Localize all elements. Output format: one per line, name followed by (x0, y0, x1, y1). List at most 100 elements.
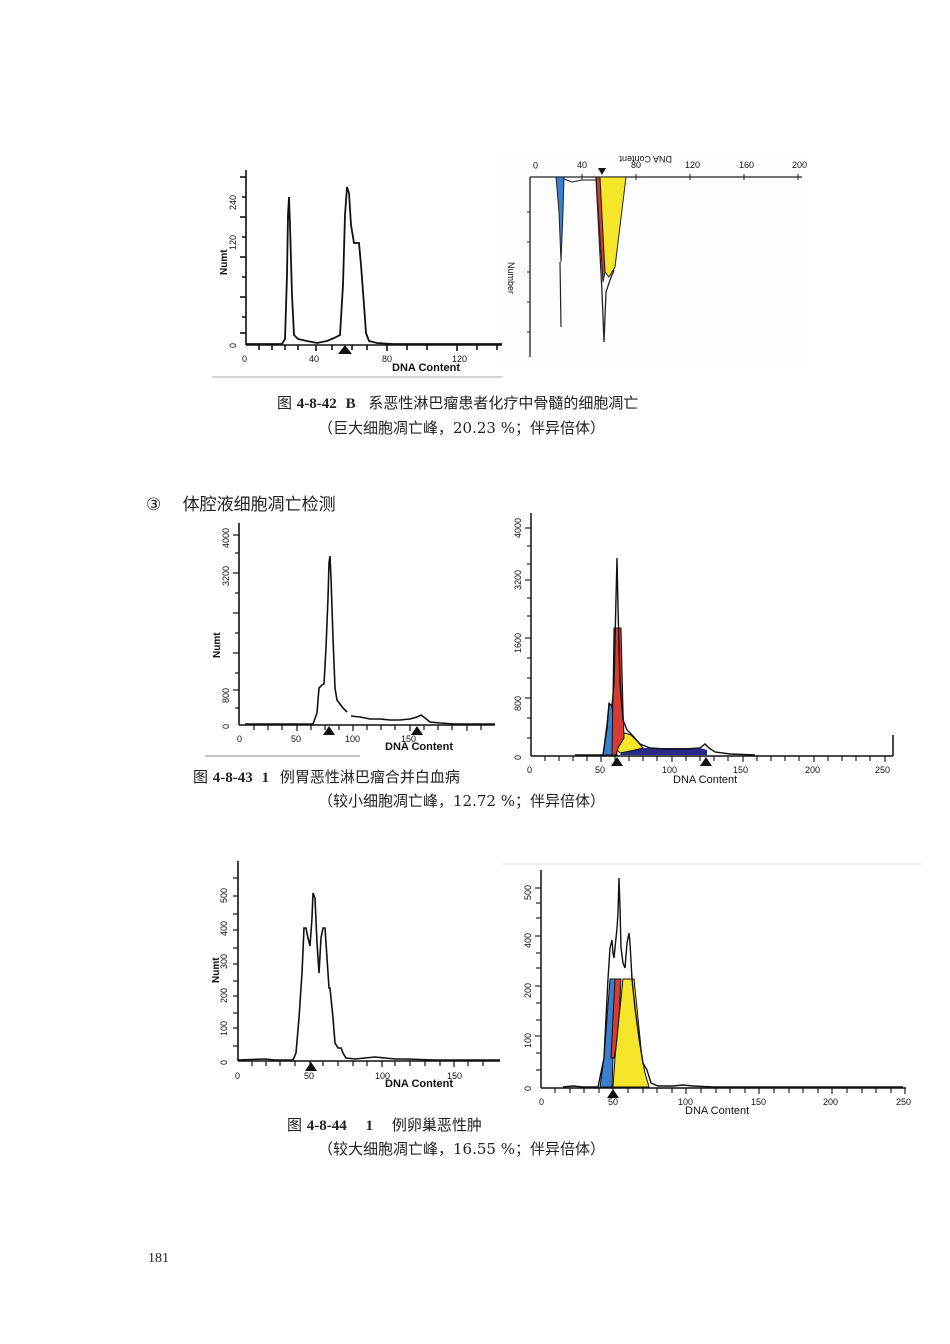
figure-number: 4-8-43 (212, 770, 253, 786)
figure-number: 4-8-42 (296, 396, 337, 412)
series-g2m-fill (620, 748, 707, 755)
x-tick: 200 (823, 1097, 838, 1107)
figure-letter: 1 (261, 770, 270, 786)
x-axis-label: DNA Content (392, 362, 460, 374)
x-axis-label: DNA Content (619, 154, 672, 164)
peak-marker-icon (700, 757, 712, 766)
peak-marker-icon (611, 757, 623, 766)
x-tick: 150 (733, 765, 748, 775)
figure-subcaption: （较小细胞凋亡峰，12.72 %；伴异倍体） (318, 792, 605, 810)
series-aneuploid-fill (599, 176, 627, 278)
x-tick: 50 (304, 1071, 314, 1081)
x-tick: 120 (685, 160, 700, 170)
x-tick: 100 (345, 734, 360, 744)
y-tick: 0 (221, 724, 231, 729)
y-tick: 200 (523, 983, 533, 998)
y-tick: 1600 (513, 633, 523, 653)
x-tick: 0 (237, 734, 242, 744)
y-tick: 500 (219, 888, 229, 903)
series-g0g1-fill (610, 978, 622, 1059)
y-tick: 0 (219, 1060, 229, 1065)
y-tick: 400 (523, 933, 533, 948)
x-tick: 100 (375, 1071, 390, 1081)
x-tick: 160 (739, 160, 754, 170)
figure-subcaption: （较大细胞凋亡峰，16.55 %；伴异倍体） (318, 1140, 605, 1158)
chart-fig44-left: 0 50 100 150 500 400 300 200 100 0 Numt … (211, 861, 500, 1090)
caption-text: 例胃恶性淋巴瘤合并白血病 (279, 768, 460, 786)
x-tick: 80 (631, 160, 641, 170)
x-tick: 200 (805, 765, 820, 775)
peak-marker-icon (411, 726, 423, 735)
y-tick: 4000 (221, 528, 231, 548)
envelope-line (562, 877, 903, 1088)
x-tick: 40 (577, 160, 587, 170)
peak-marker-icon (598, 168, 606, 175)
figure-subcaption: （巨大细胞凋亡峰，20.23 %；伴异倍体） (318, 419, 605, 437)
caption-text: 系恶性淋巴瘤患者化疗中骨髓的细胞凋亡 (368, 394, 639, 412)
y-axis-label: Number (506, 262, 516, 294)
x-axis-label: DNA Content (385, 741, 453, 753)
page-number: 181 (148, 1251, 169, 1266)
peak-marker-icon (305, 1062, 317, 1071)
y-tick: 500 (523, 885, 533, 900)
y-tick: 3200 (221, 566, 231, 586)
histogram-line (246, 186, 502, 345)
y-tick: 0 (513, 755, 523, 760)
peak-marker-icon (607, 1089, 619, 1098)
x-tick: 40 (309, 354, 319, 364)
x-tick: 150 (447, 1071, 462, 1081)
y-tick: 4000 (513, 518, 523, 538)
y-tick: 300 (219, 954, 229, 969)
figure-letter: B (345, 396, 356, 412)
chart-fig42-right: 0 40 80 120 160 200 DNA Content Number (502, 152, 807, 364)
chart-fig42-left: 0 40 80 120 240 120 0 Numt DNA Content (212, 170, 502, 378)
x-tick: 50 (608, 1097, 618, 1107)
peak-marker-icon (323, 726, 335, 735)
x-axis-label: DNA Content (385, 1078, 453, 1090)
chart-fig43-right: 0 50 100 150 200 250 4000 3200 1600 800 … (513, 513, 894, 786)
y-tick: 200 (219, 988, 229, 1003)
peak-marker-icon (338, 345, 352, 354)
figure-caption: 图 4-8-43 1 例胃恶性淋巴瘤合并白血病 (193, 767, 460, 788)
x-tick: 0 (533, 160, 538, 170)
x-tick: 100 (678, 1097, 693, 1107)
y-tick: 0 (523, 1086, 533, 1091)
y-tick: 0 (228, 343, 238, 348)
x-tick: 250 (875, 765, 890, 775)
x-tick: 50 (595, 765, 605, 775)
histogram-line (245, 555, 348, 725)
y-axis-label: Numt (219, 249, 230, 275)
y-tick: 3200 (513, 570, 523, 590)
caption-prefix: 图 (193, 768, 209, 786)
series-apoptosis-fill (555, 176, 565, 263)
y-tick: 240 (228, 195, 238, 210)
x-tick: 120 (452, 354, 467, 364)
y-tick: 100 (219, 1021, 229, 1036)
figure-number: 4-8-44 (306, 1118, 347, 1134)
series-aneuploid-fill (612, 978, 650, 1088)
y-tick: 800 (513, 696, 523, 711)
figure-letter: 1 (365, 1118, 374, 1134)
x-tick: 0 (539, 1097, 544, 1107)
x-tick: 200 (792, 160, 807, 170)
x-tick: 250 (896, 1097, 911, 1107)
chart-fig44-right: 0 50 100 150 200 250 500 400 200 100 0 D… (503, 863, 921, 1117)
section-marker: ③ (146, 495, 162, 515)
x-tick: 0 (242, 354, 247, 364)
histogram-line (237, 892, 500, 1061)
y-tick: 100 (523, 1033, 533, 1048)
x-tick: 50 (291, 734, 301, 744)
x-tick: 150 (751, 1097, 766, 1107)
x-tick: 0 (527, 765, 532, 775)
caption-text: 例卵巢恶性肿 (391, 1116, 482, 1134)
x-axis-label: DNA Content (673, 774, 737, 786)
x-tick: 80 (382, 354, 392, 364)
caption-prefix: 图 (277, 394, 293, 412)
y-tick: 120 (228, 235, 238, 250)
figure-caption: 图 4-8-44 1 例卵巢恶性肿 (287, 1115, 482, 1136)
y-tick: 400 (219, 921, 229, 936)
y-axis-label: Numt (212, 632, 223, 658)
x-tick: 100 (662, 765, 677, 775)
y-axis-label: Numt (211, 957, 222, 983)
section-heading: ③ 体腔液细胞凋亡检测 (146, 490, 336, 515)
